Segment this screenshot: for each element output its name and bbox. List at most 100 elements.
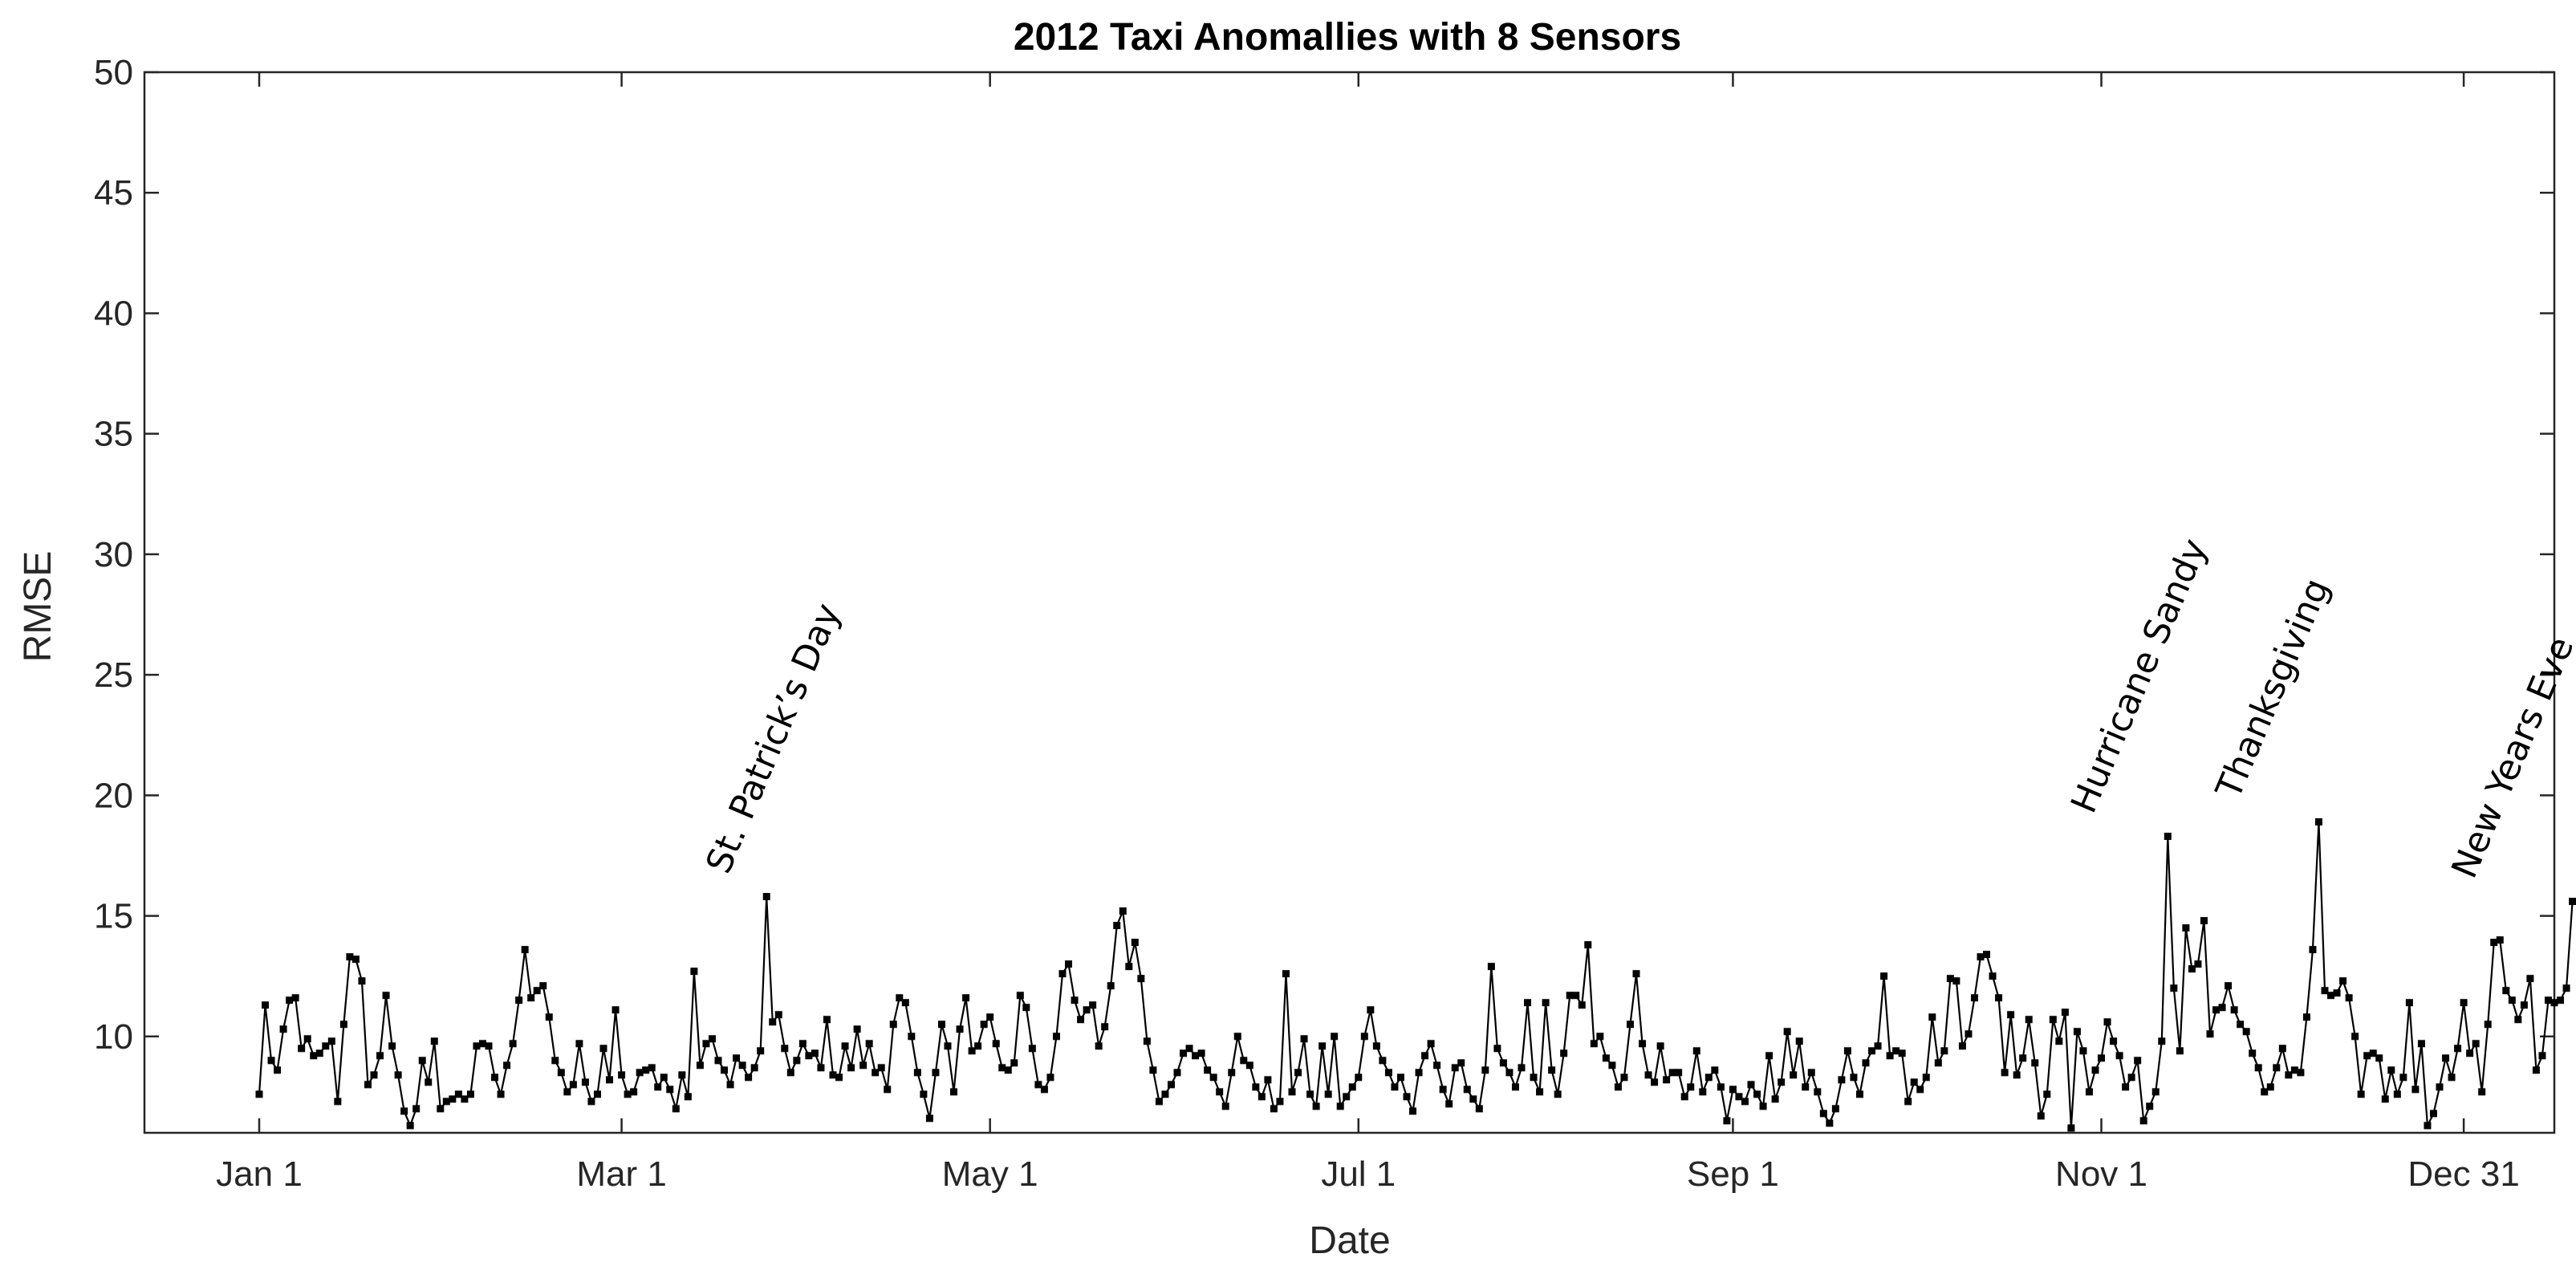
data-point (1838, 1076, 1846, 1084)
data-point (1004, 1066, 1012, 1074)
data-point (2164, 832, 2172, 840)
x-axis-ticks: Jan 1 Mar 1 May 1 Jul 1 Sep 1 Nov 1 Dec 31 (216, 72, 2520, 1194)
data-point (805, 1052, 813, 1060)
x-tick-label: Mar 1 (576, 1154, 666, 1194)
data-point (461, 1095, 469, 1103)
annotation-label: New Years Eve (2444, 631, 2576, 884)
data-point (303, 1035, 311, 1043)
data-point (1052, 1033, 1060, 1041)
data-point (1306, 1090, 1314, 1098)
data-point (2067, 1124, 2075, 1132)
data-point (262, 1001, 270, 1009)
data-point (1233, 1033, 1241, 1041)
data-point (980, 1020, 988, 1029)
data-point (1995, 994, 2003, 1002)
data-point (1089, 1001, 1097, 1009)
data-point (1113, 922, 1121, 930)
data-point (2200, 917, 2208, 925)
data-point (2532, 1066, 2540, 1074)
data-point (1022, 1004, 1030, 1012)
data-point (376, 1052, 384, 1060)
data-point (2496, 936, 2504, 944)
data-point (2393, 1090, 2401, 1098)
data-point (1554, 1090, 1562, 1098)
data-point (2417, 1040, 2425, 1048)
data-point (726, 1081, 734, 1089)
data-point (2001, 1069, 2009, 1077)
data-point (2278, 1045, 2286, 1053)
data-point (406, 1122, 414, 1130)
data-point (1898, 1049, 1906, 1057)
data-point (1989, 972, 1997, 980)
data-point (2158, 1037, 2166, 1045)
data-point (310, 1052, 318, 1060)
data-point (2182, 924, 2190, 932)
data-point (1107, 982, 1115, 990)
data-point (1783, 1028, 1791, 1036)
data-point (1934, 1059, 1942, 1067)
data-point (364, 1081, 372, 1089)
data-point (2266, 1083, 2274, 1091)
data-point (1028, 1045, 1036, 1053)
data-point (642, 1066, 650, 1074)
y-tick-label: 25 (94, 655, 133, 695)
data-point (2237, 1020, 2245, 1029)
data-point (2188, 965, 2196, 973)
data-point (2562, 984, 2570, 992)
data-point (745, 1073, 753, 1081)
data-point (1771, 1095, 1779, 1103)
data-point (1958, 1042, 1966, 1050)
data-point (1524, 999, 1532, 1007)
data-point (2098, 1054, 2106, 1062)
data-point (491, 1073, 499, 1081)
data-point (1723, 1117, 1731, 1125)
data-point (346, 953, 354, 961)
data-point (865, 1040, 873, 1048)
data-point (2073, 1028, 2081, 1036)
data-point (872, 1069, 880, 1077)
data-point (2146, 1102, 2154, 1110)
data-point (1977, 953, 1985, 961)
data-point (1360, 1033, 1368, 1041)
data-point (2508, 996, 2516, 1004)
data-point (1505, 1069, 1514, 1077)
rmse-series-markers (255, 818, 2576, 1132)
data-point (2139, 1117, 2147, 1125)
data-point (877, 1064, 885, 1072)
data-point (2007, 1011, 2015, 1019)
data-point (2351, 1033, 2359, 1041)
data-point (859, 1061, 867, 1069)
data-point (901, 999, 909, 1007)
data-point (1572, 992, 1580, 1000)
data-point (1590, 1040, 1598, 1048)
data-point (678, 1071, 686, 1079)
data-point (1741, 1098, 1749, 1106)
data-point (1584, 941, 1592, 949)
data-point (636, 1069, 644, 1077)
data-point (1300, 1035, 1308, 1043)
data-point (2225, 982, 2233, 990)
data-point (654, 1083, 662, 1091)
data-point (811, 1049, 819, 1057)
data-point (2049, 1016, 2057, 1024)
data-point (1910, 1078, 1918, 1086)
data-point (2013, 1071, 2021, 1079)
data-point (1778, 1078, 1786, 1086)
data-point (351, 956, 360, 964)
data-point (1814, 1088, 1822, 1096)
data-point (696, 1061, 704, 1069)
data-point (2502, 987, 2510, 995)
data-point (1946, 975, 1954, 983)
data-point (1209, 1073, 1217, 1081)
x-tick-label: Jul 1 (1321, 1154, 1396, 1194)
data-point (1348, 1083, 1356, 1091)
data-point (1409, 1107, 1417, 1115)
y-tick-label: 35 (94, 415, 133, 454)
data-point (1542, 999, 1550, 1007)
data-point (1566, 992, 1574, 1000)
data-point (889, 1020, 897, 1029)
data-point (2550, 999, 2558, 1007)
data-point (412, 1105, 421, 1113)
chart-title: 2012 Taxi Anomallies with 8 Sensors (1014, 16, 1681, 59)
data-point (497, 1090, 505, 1098)
